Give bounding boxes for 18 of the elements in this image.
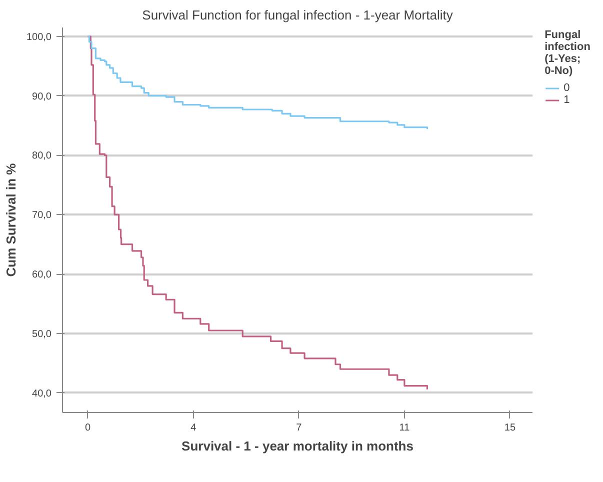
x-tick-label: 0	[85, 422, 92, 434]
x-tick-label: 11	[399, 422, 410, 434]
y-tick-label: 50,0	[32, 328, 52, 340]
y-axis-title: Cum Survival in %	[3, 162, 18, 277]
x-tick-label: 7	[296, 422, 302, 434]
y-tick-label: 90,0	[32, 91, 52, 102]
legend-label: 0	[564, 82, 571, 94]
legend-title: Fungal infection (1-Yes; 0-No)	[544, 29, 590, 77]
y-tick-label: 70,0	[32, 210, 52, 222]
y-tick-label: 60,0	[32, 270, 52, 281]
y-tick-label: 100,0	[26, 32, 52, 43]
x-axis-title: Survival - 1 - year mortality in months	[182, 438, 414, 454]
legend-label: 1	[564, 94, 571, 106]
y-tick-label: 40,0	[32, 388, 52, 400]
x-tick-label: 4	[190, 422, 197, 434]
chart-title: Survival Function for fungal infection - 1-year Mortality	[142, 8, 454, 22]
x-tick-label: 15	[504, 422, 516, 434]
y-tick-label: 80,0	[32, 150, 52, 162]
